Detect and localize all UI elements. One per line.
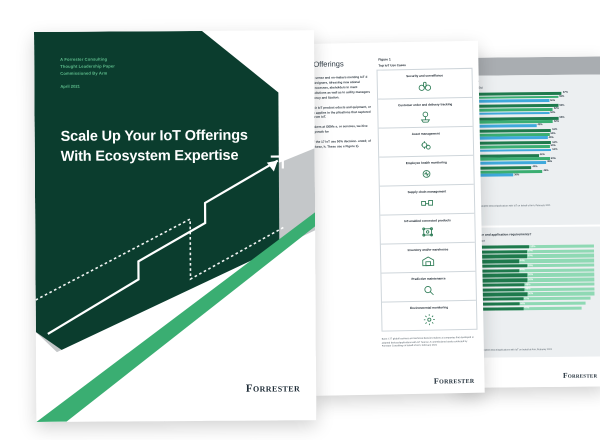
stacked-bar-value-label: 48% [525,287,531,291]
use-case-label: Predictive maintenance [411,276,446,282]
warehouse-icon [421,255,435,274]
bar-value-label: 55% [559,115,565,119]
bar-value-label: 49% [548,135,554,139]
stacked-bar-value-label: 44% [520,301,526,305]
use-case-label: Supply chain management [407,189,447,195]
bar-value-label: 55% [559,103,565,107]
cover-title: Scale Up Your IoT Offerings With Ecosyst… [60,127,248,165]
connected-nodes-icon [421,226,435,245]
body-text-column: o sense and on-makers menting IoT d desi… [313,75,373,155]
body-paragraph: o sense and on-makers menting IoT d desi… [312,74,371,100]
stacked-bar-value-label: 50% [527,263,533,267]
bar-value-label: 46% [543,169,549,173]
use-case-label: Customer order and delivery tracking [398,102,453,108]
bar-value-label: 50% [550,98,556,102]
figure-label: Figure 1 [378,57,391,62]
bar-value-label: 52% [553,119,560,123]
use-case-label: Security and surveillance [406,73,444,79]
cover-canvas: A Forrester Consulting Thought Leadership… [34,30,317,422]
use-case-row: Asset management [378,126,474,158]
bar-value-label: 51% [552,140,558,144]
use-case-row: IoT-enabled connected products [380,213,475,245]
gears-icon [419,139,433,158]
use-case-list: Security and surveillance Customer order … [376,67,478,332]
use-case-label: Asset management [411,131,440,136]
bar-value-label: 50% [550,131,556,135]
figure-title: Top IoT Use Cases [378,63,406,68]
use-case-label: IoT-enabled connected products [403,218,451,224]
bar-value-label: 51% [552,128,558,132]
body-paragraph: akers at OEMs s, or services, we itive g… [313,124,368,135]
cover-kicker: A Forrester Consulting Thought Leadership… [60,56,115,78]
stacked-bar-value-label: 48% [525,282,531,286]
use-case-label: Environmental monitoring [410,305,449,311]
health-monitor-icon [419,168,433,187]
bar-value-label: 44% [539,153,545,157]
stacked-bar-value-label: 50% [527,278,534,282]
stacked-bar-value-label: 44% [519,268,525,272]
stacked-bar-value-label: 47% [524,296,530,301]
bar-value-label: 50% [550,156,556,160]
use-case-row: Customer order and delivery tracking [378,97,473,129]
use-case-row: Environmental monitoring [382,301,477,331]
cover-date: April 2021 [60,83,80,89]
body-paragraph: eir IoT product oducts and quipment, or … [313,104,371,120]
stacked-bar-value-label: 44% [519,259,525,263]
stacked-bar-value-label: 47% [524,306,530,310]
bar-value-label: 50% [550,110,556,114]
bar-value-label: 48% [547,160,553,164]
cover-background-art [34,30,317,422]
cover-kicker-line: Commissioned By Arm [60,70,108,77]
supply-chain-icon [420,197,434,216]
use-case-label: Inventory and/or warehouse [407,247,449,253]
sensor-burst-icon [422,313,436,332]
page-heading: Offerings [313,59,344,69]
binoculars-icon [418,81,432,100]
bar-value-label: 30% [514,172,520,176]
forrester-logo-middle: Forrester [433,375,475,386]
forrester-logo-right: Forrester [562,370,598,380]
bar-value-label: 51% [552,147,558,151]
stacked-bar-value-label: 52% [530,244,536,248]
bar-value-label: 55% [559,94,565,98]
use-case-row: Employee health monitoring [379,155,474,187]
magnifier-icon [422,284,436,303]
stacked-bar-value-label: 50% [528,292,534,296]
use-case-row: Supply chain management [379,184,475,216]
body-paragraph: f the 17 IoT use 50% decision- ented; of… [313,138,371,150]
forrester-logo-cover: Forrester [245,382,301,395]
stacked-bar-value-label: 50% [527,249,533,253]
bar-value-label: 52% [553,107,559,111]
bar-value-label: 40% [532,165,538,169]
report-page-use-cases[interactable]: Offerings Figure 1 Top IoT Use Cases o s… [306,40,485,396]
delivery-pin-icon [418,110,432,129]
stacked-bar-value-label: 50% [527,273,533,277]
figure-source: Base: 177 global business and technical … [381,336,474,348]
report-cover-page[interactable]: A Forrester Consulting Thought Leadership… [34,30,317,422]
bar-value-label: 43% [537,123,543,127]
use-case-row: Predictive maintenance [381,271,476,303]
use-case-label: Employee health monitoring [405,160,447,166]
use-case-row: Security and surveillance [377,68,473,100]
use-case-row: Inventory and/or warehouse [380,242,476,274]
bar-value-label: 57% [562,91,568,95]
stacked-bar-value-label: 50% [527,254,533,258]
